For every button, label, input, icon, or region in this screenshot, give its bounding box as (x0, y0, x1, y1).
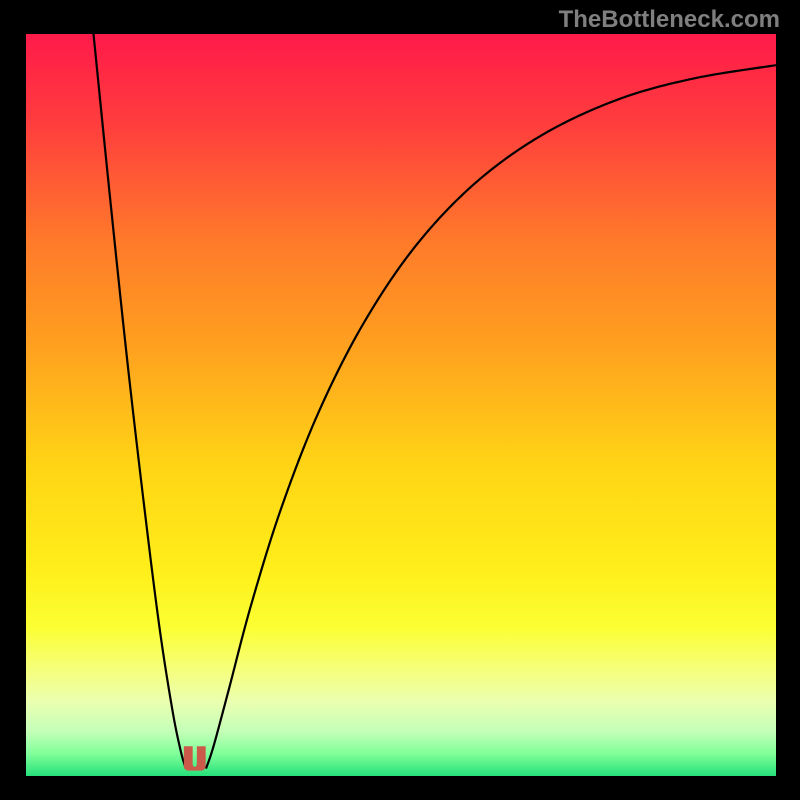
chart-container: TheBottleneck.com (0, 0, 800, 800)
watermark-text: TheBottleneck.com (559, 6, 780, 34)
gradient-background (26, 34, 776, 776)
bottleneck-chart (0, 0, 800, 800)
